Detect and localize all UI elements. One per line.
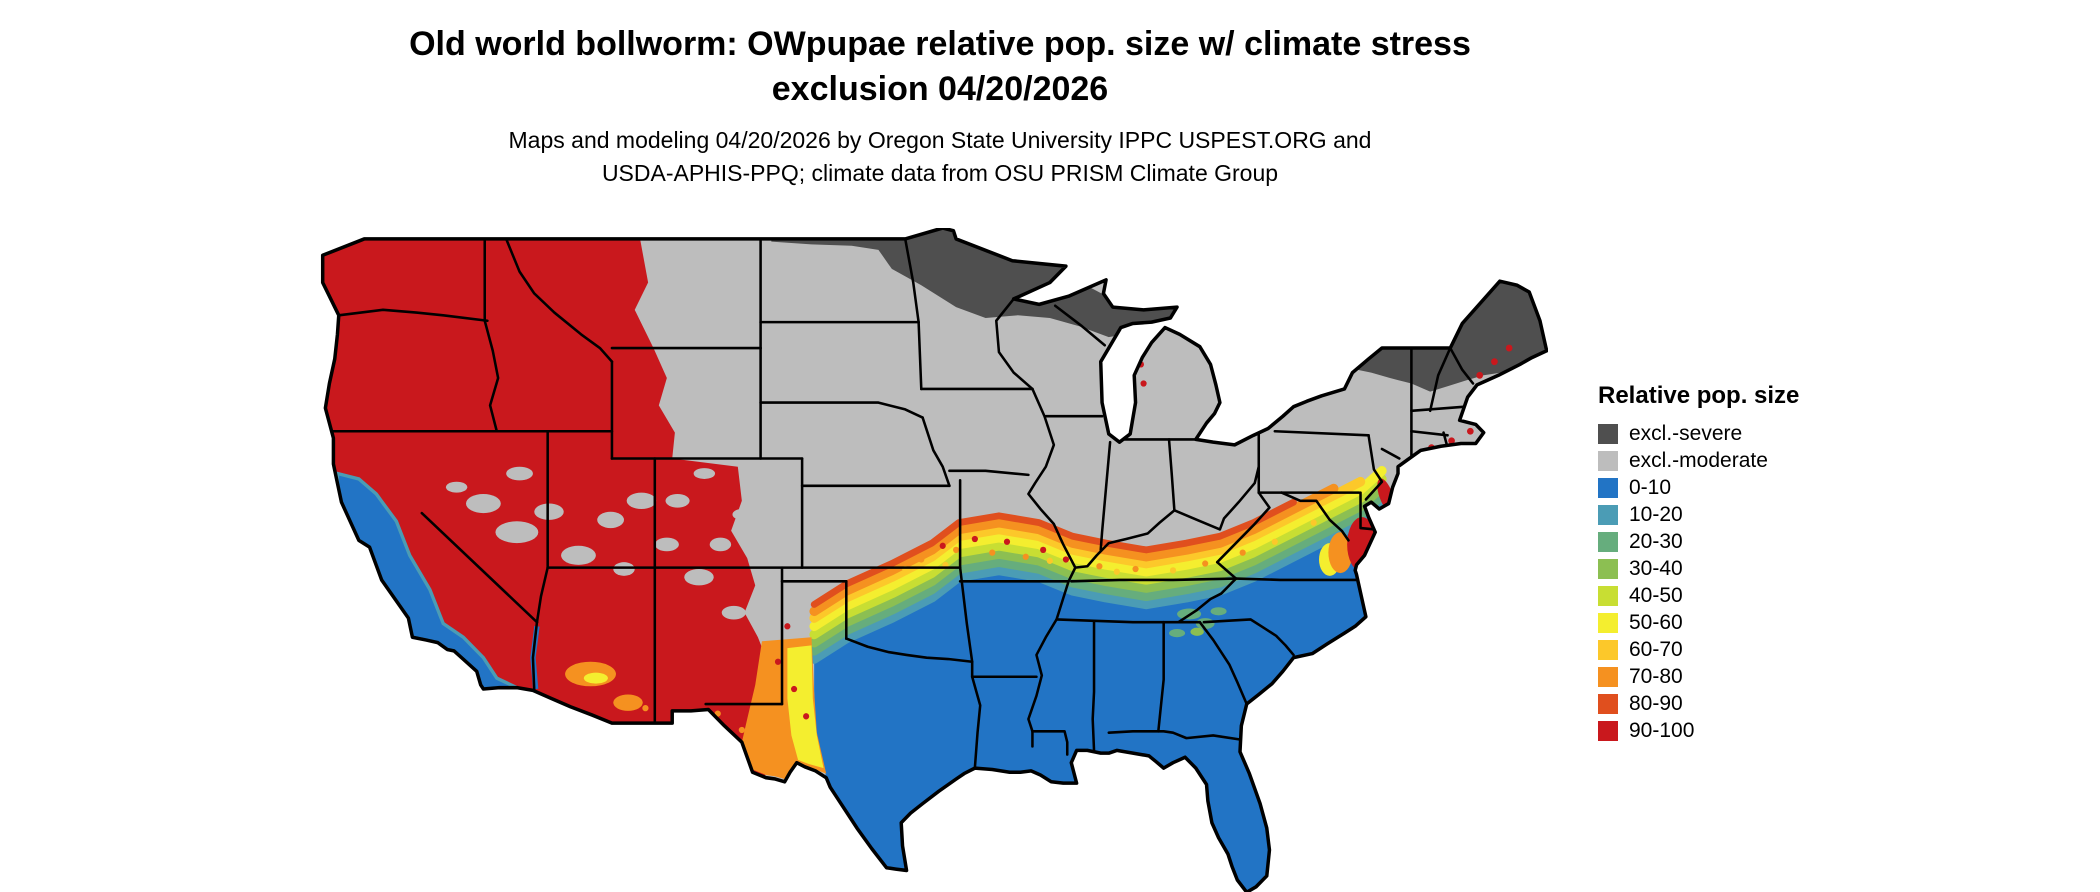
legend-row: 60-70 (1598, 636, 1799, 663)
legend-swatch (1598, 558, 1618, 579)
legend-label: 20-30 (1629, 529, 1683, 553)
legend-row: 40-50 (1598, 582, 1799, 609)
us-outline (320, 228, 1548, 892)
legend-row: 70-80 (1598, 663, 1799, 690)
legend-row: 80-90 (1598, 690, 1799, 717)
legend-swatch (1598, 666, 1618, 687)
great-basin-gray-mottling (445, 466, 752, 620)
legend-label: 80-90 (1629, 691, 1683, 715)
mid-atlantic-high-blob (1319, 478, 1395, 576)
legend-row: 90-100 (1598, 717, 1799, 744)
legend-label: 10-20 (1629, 502, 1683, 526)
map-subtitle-line1: Maps and modeling 04/20/2026 by Oregon S… (508, 127, 1372, 153)
legend-swatch (1598, 693, 1618, 714)
legend-row: 30-40 (1598, 555, 1799, 582)
legend-row: 10-20 (1598, 501, 1799, 528)
legend-title: Relative pop. size (1598, 382, 1800, 409)
map-title: Old world bollworm: OWpupae relative pop… (0, 22, 1880, 112)
legend-swatch (1598, 450, 1618, 471)
legend-label: 30-40 (1629, 556, 1683, 580)
legend-swatch (1598, 477, 1618, 498)
legend-row: excl.-moderate (1598, 447, 1799, 474)
legend-label: 90-100 (1629, 718, 1695, 742)
legend-label: 0-10 (1629, 475, 1672, 499)
map-subtitle-line2: USDA-APHIS-PPQ; climate data from OSU PR… (601, 159, 1279, 186)
legend-row: 0-10 (1598, 474, 1799, 501)
state-borders (332, 237, 1475, 770)
map-title-line1: Old world bollworm: OWpupae relative pop… (409, 25, 1471, 63)
legend: Relative pop. size excl.-severe excl.-mo… (1598, 382, 1799, 744)
legend-swatch (1598, 585, 1618, 606)
us-map (320, 228, 1548, 892)
legend-row: 20-30 (1598, 528, 1799, 555)
orange-speckles (618, 546, 1246, 734)
legend-swatch (1598, 504, 1618, 525)
legend-label: 60-70 (1629, 637, 1683, 661)
legend-label: excl.-severe (1629, 421, 1743, 445)
legend-swatch (1598, 531, 1618, 552)
map-subtitle: Maps and modeling 04/20/2026 by Oregon S… (0, 124, 1880, 189)
legend-label: 70-80 (1629, 664, 1683, 688)
region-excl-severe-upper-midwest (771, 228, 1178, 338)
legend-label: excl.-moderate (1629, 448, 1768, 472)
legend-swatch (1598, 612, 1618, 633)
west-texas-yellow-patch (787, 645, 824, 769)
legend-swatch (1598, 720, 1618, 741)
southern-arizona-patches (565, 661, 643, 711)
legend-row: 50-60 (1598, 609, 1799, 636)
legend-swatch (1598, 639, 1618, 660)
legend-items: excl.-severe excl.-moderate 0-10 10-20 2… (1598, 420, 1799, 744)
legend-label: 40-50 (1629, 583, 1683, 607)
legend-label: 50-60 (1629, 610, 1683, 634)
map-title-line2: exclusion 04/20/2026 (771, 69, 1109, 108)
legend-swatch (1598, 423, 1618, 444)
legend-row: excl.-severe (1598, 420, 1799, 447)
